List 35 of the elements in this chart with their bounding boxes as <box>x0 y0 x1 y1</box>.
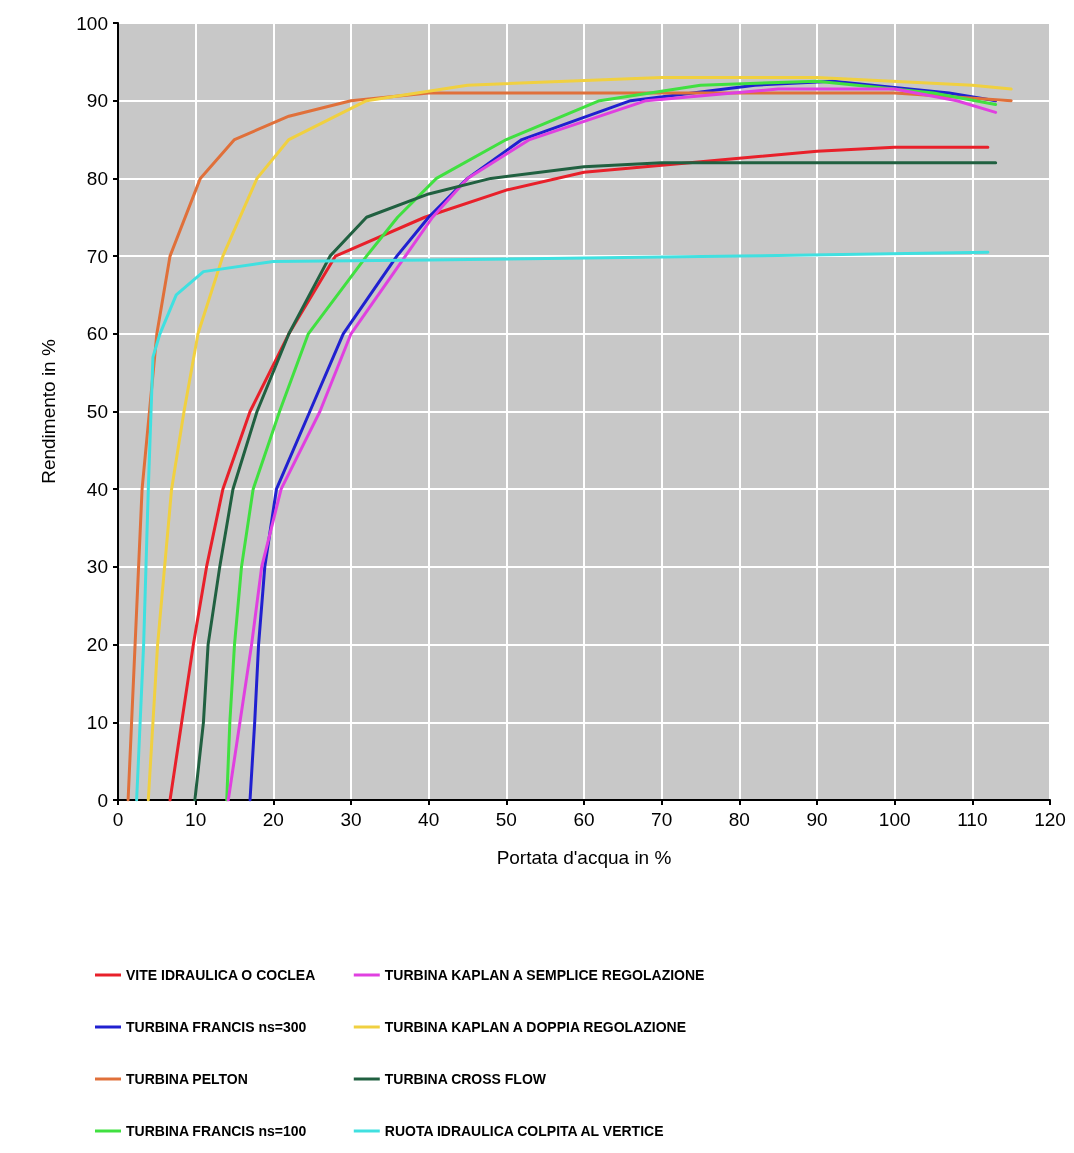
line-series <box>135 250 990 802</box>
x-tick-label: 40 <box>418 809 440 830</box>
x-tick-label: 110 <box>957 809 988 830</box>
y-tick-label: 70 <box>86 245 108 267</box>
y-tick-label: 10 <box>86 711 108 733</box>
legend-label: TURBINA KAPLAN A DOPPIA REGOLAZIONE <box>384 1019 687 1035</box>
x-tick-label: 50 <box>495 809 517 830</box>
x-tick-label: 120 <box>1034 809 1066 830</box>
legend-label: TURBINA CROSS FLOW <box>384 1071 547 1087</box>
x-tick-label: 100 <box>878 809 911 830</box>
x-axis-title: Portata d'acqua in % <box>496 847 672 868</box>
legend-label: RUOTA IDRAULICA COLPITA AL VERTICE <box>384 1123 664 1139</box>
x-tick-label: 70 <box>651 809 673 830</box>
legend-label: TURBINA FRANCIS ns=300 <box>126 1019 307 1035</box>
y-tick-label: 50 <box>86 401 108 422</box>
y-tick-label: 90 <box>86 90 108 112</box>
y-axis-title: Rendimento in % <box>38 339 59 484</box>
x-tick-label: 10 <box>185 809 207 830</box>
y-tick-label: 60 <box>86 323 108 345</box>
legend-label: TURBINA FRANCIS ns=100 <box>126 1123 307 1139</box>
x-tick-label: 20 <box>262 809 284 830</box>
legend-label: VITE IDRAULICA O COCLEA <box>126 967 316 983</box>
x-tick-label: 90 <box>806 809 828 830</box>
legend-label: TURBINA PELTON <box>126 1071 248 1087</box>
x-tick-label: 80 <box>728 809 750 830</box>
y-tick-label: 0 <box>97 789 108 811</box>
y-tick-label: 80 <box>86 167 108 189</box>
x-tick-label: 30 <box>340 809 362 830</box>
y-tick-label: 20 <box>86 634 108 656</box>
legend-label: TURBINA KAPLAN A SEMPLICE REGOLAZIONE <box>384 967 705 983</box>
y-tick-label: 30 <box>86 556 108 578</box>
y-tick-label: 40 <box>86 478 108 500</box>
x-tick-label: 0 <box>112 809 124 830</box>
y-tick-label: 100 <box>76 12 108 34</box>
x-tick-label: 60 <box>573 809 595 830</box>
